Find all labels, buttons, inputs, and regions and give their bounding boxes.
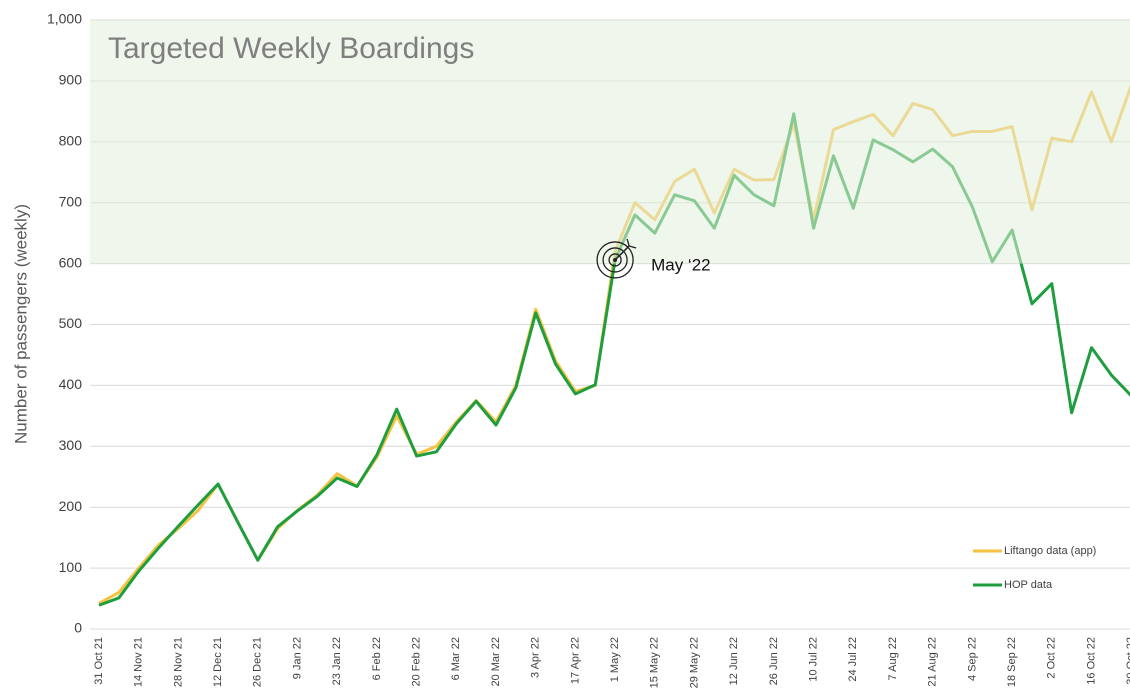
x-tick-label: 2 Oct 22 — [1046, 637, 1058, 679]
x-tick-label: 6 Feb 22 — [371, 637, 383, 680]
x-tick-label: 16 Oct 22 — [1085, 637, 1097, 685]
x-tick-label: 20 Mar 22 — [490, 637, 502, 687]
x-tick-label: 31 Oct 21 — [93, 637, 105, 685]
x-tick-label: 18 Sep 22 — [1006, 637, 1018, 687]
x-tick-label: 14 Nov 21 — [133, 637, 145, 687]
x-tick-label: 12 Jun 22 — [728, 637, 740, 685]
x-tick-label: 4 Sep 22 — [966, 637, 978, 681]
target-icon — [602, 247, 628, 273]
x-tick-label: 24 Jul 22 — [847, 637, 859, 682]
x-tick-label: 15 May 22 — [649, 637, 661, 688]
chart-title: Targeted Weekly Boardings — [108, 32, 474, 65]
x-tick-label: 7 Aug 22 — [887, 637, 899, 680]
y-tick-label: 600 — [59, 254, 83, 270]
y-tick-label: 900 — [59, 72, 83, 88]
x-tick-label: 26 Jun 22 — [768, 637, 780, 685]
annotation: May ‘22 — [651, 255, 711, 274]
target-band — [90, 20, 1130, 264]
x-tick-label: 12 Dec 21 — [212, 637, 224, 687]
x-tick-label: 20 Feb 22 — [411, 637, 423, 687]
y-tick-label: 0 — [74, 620, 82, 636]
x-tick-label: 9 Jan 22 — [291, 637, 303, 679]
x-tick-label: 29 May 22 — [688, 637, 700, 688]
y-axis-label: Number of passengers (weekly) — [11, 204, 30, 444]
x-tick-label: 23 Jan 22 — [331, 637, 343, 685]
y-tick-label: 700 — [59, 193, 83, 209]
target-icon — [596, 241, 634, 279]
x-tick-label: 10 Jul 22 — [808, 637, 820, 682]
x-tick-label: 21 Aug 22 — [927, 637, 939, 687]
y-tick-label: 800 — [59, 133, 83, 149]
y-tick-label: 500 — [59, 315, 83, 331]
target-arrow — [614, 245, 630, 261]
target-icon — [608, 253, 622, 267]
y-tick-label: 200 — [59, 498, 83, 514]
x-tick-label: 26 Dec 21 — [252, 637, 264, 687]
y-tick-label: 400 — [59, 376, 83, 392]
x-tick-label: 6 Mar 22 — [450, 637, 462, 680]
y-tick-label: 300 — [59, 437, 83, 453]
x-tick-label: 3 Apr 22 — [530, 637, 542, 678]
y-tick-label: 1,000 — [47, 11, 82, 27]
x-tick-label: 17 Apr 22 — [569, 637, 581, 684]
legend-label: HOP data — [1004, 579, 1053, 591]
x-tick-label: 30 Oct 22 — [1125, 637, 1130, 685]
legend-label: Liftango data (app) — [1004, 545, 1096, 557]
x-tick-label: 1 May 22 — [609, 637, 621, 682]
y-tick-label: 100 — [59, 559, 83, 575]
target-arrow — [626, 238, 637, 249]
x-tick-label: 28 Nov 21 — [172, 637, 184, 687]
